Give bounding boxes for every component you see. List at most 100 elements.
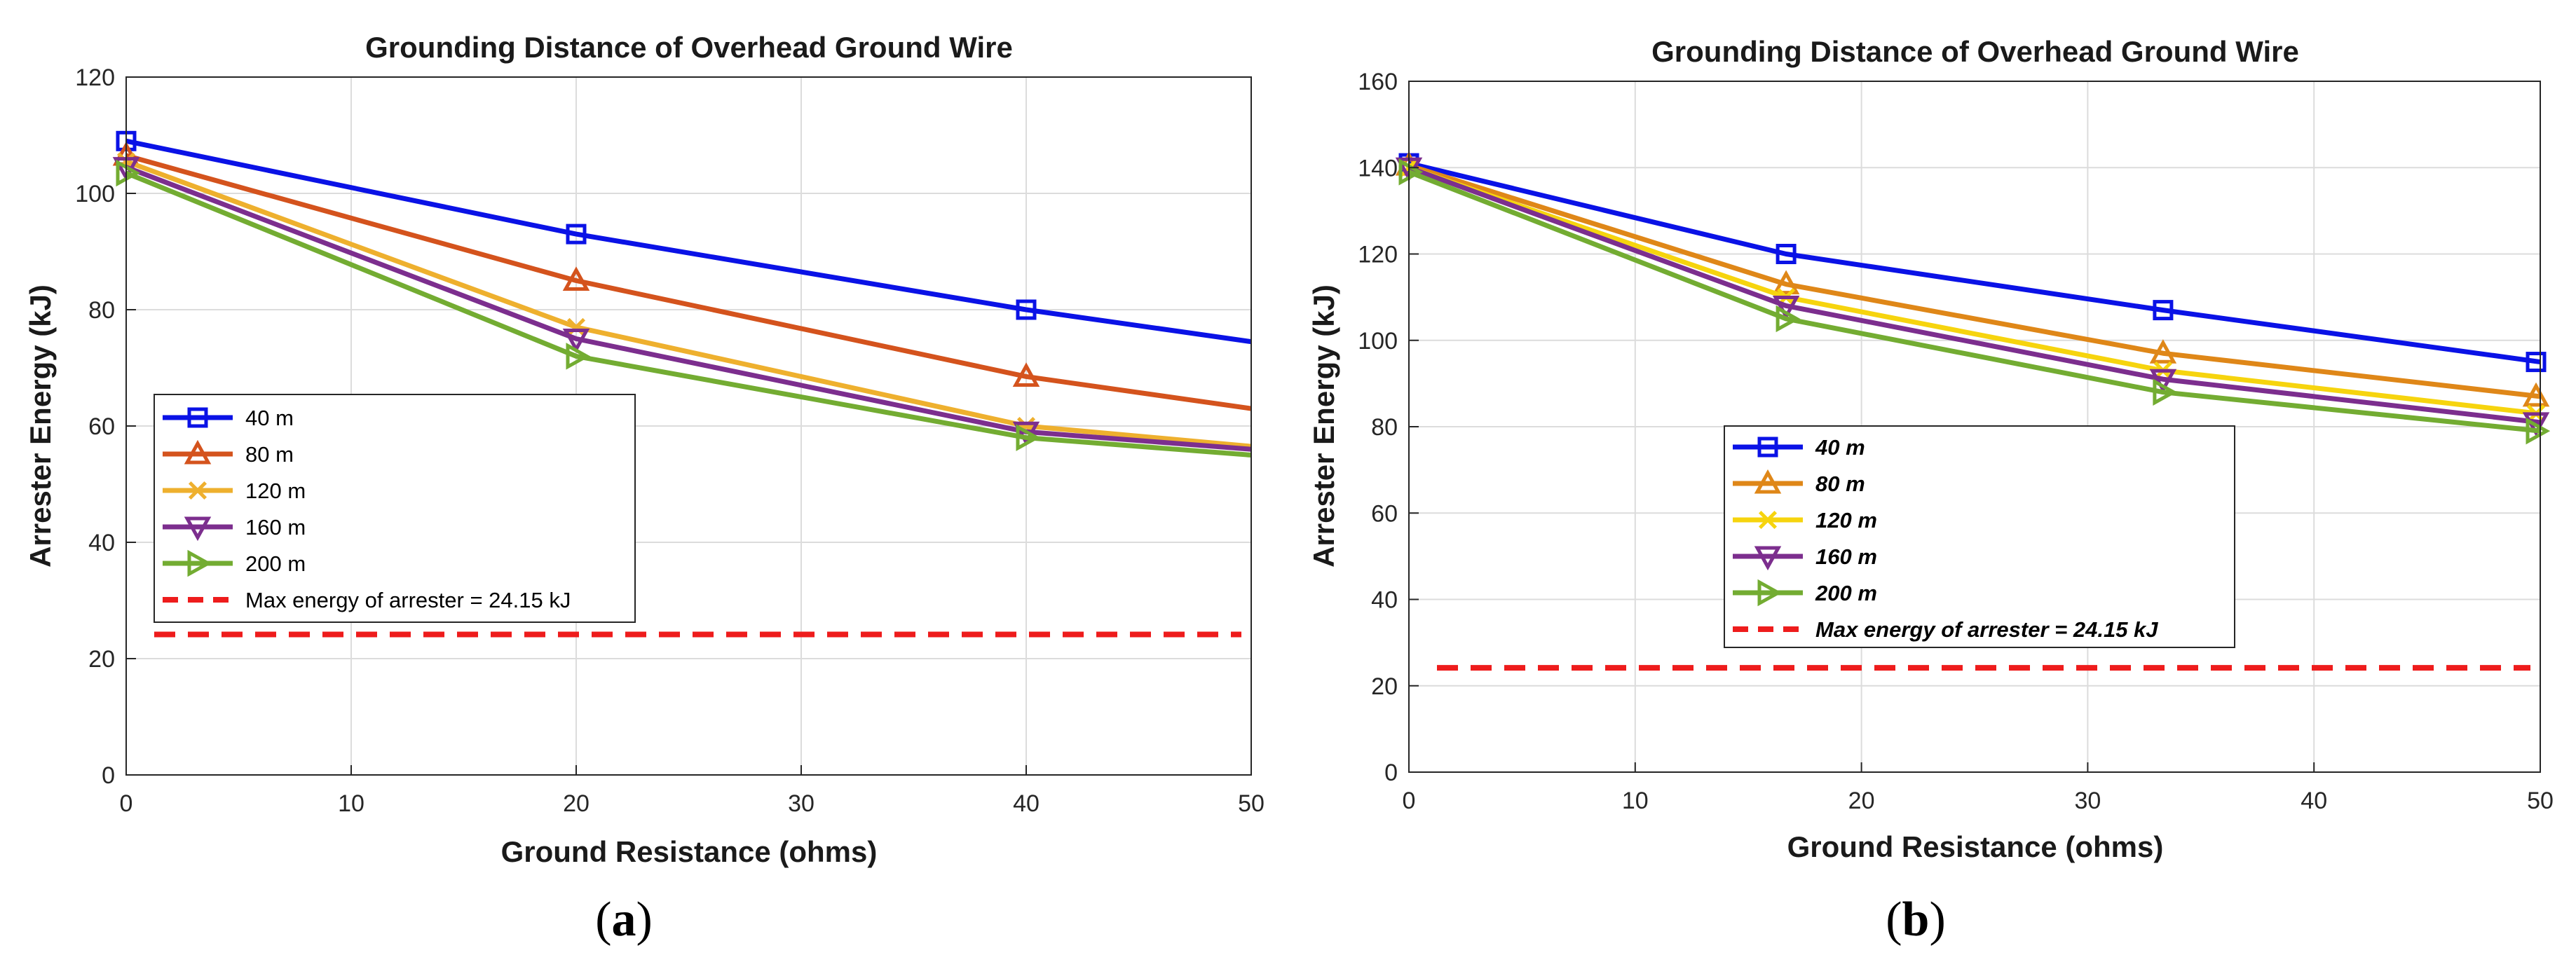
data-point-marker xyxy=(1398,158,1424,186)
y-axis-label: Arrester Energy (kJ) xyxy=(24,284,57,568)
legend-entry: 160 m xyxy=(1733,544,1877,571)
legend-entry: 40 m xyxy=(1733,435,1865,460)
series-line xyxy=(125,153,1252,411)
legend-label: 120 m xyxy=(1815,508,1877,533)
data-point-marker xyxy=(1776,305,1801,333)
data-point-marker xyxy=(1012,362,1040,387)
chart-panel-a: Grounding Distance of Overhead Ground Wi… xyxy=(24,31,1265,947)
legend-box xyxy=(154,394,636,623)
x-tick-label: 40 xyxy=(2301,788,2327,814)
x-tick-label: 50 xyxy=(1238,790,1265,817)
legend-label: 200 m xyxy=(245,551,306,576)
y-tick-label: 80 xyxy=(1371,414,1398,441)
x-tick-label: 20 xyxy=(563,790,590,817)
x-tick-label: 0 xyxy=(120,790,133,817)
caption-label: (a) xyxy=(595,893,653,947)
series-line xyxy=(1408,163,2541,399)
y-tick-label: 100 xyxy=(75,181,115,207)
y-tick-label: 120 xyxy=(1358,242,1398,268)
y-tick-label: 120 xyxy=(75,64,115,91)
x-axis-label: Ground Resistance (ohms) xyxy=(501,835,878,868)
series-200-m xyxy=(1398,158,2551,445)
legend-label: 80 m xyxy=(245,442,294,467)
legend-marker xyxy=(184,439,212,465)
series-line xyxy=(125,170,1252,458)
data-point-marker xyxy=(116,159,141,187)
data-point-marker xyxy=(566,343,591,370)
legend-marker xyxy=(1754,546,1782,571)
x-axis-label: Ground Resistance (ohms) xyxy=(1787,830,2164,863)
series-line xyxy=(1408,165,2541,416)
legend-label: 200 m xyxy=(1815,581,1877,605)
legend: 40 m 80 m 120 m 160 m 200 m Max energy of arr… xyxy=(154,394,636,623)
legend-entry: Max energy of arrester = 24.15 kJ xyxy=(163,588,571,612)
data-point-marker xyxy=(1772,270,1800,295)
series-line xyxy=(125,165,1252,452)
series-line xyxy=(1408,160,2541,365)
data-point-marker xyxy=(1772,295,1800,320)
legend-entry: 120 m xyxy=(1733,508,1877,533)
legend-marker xyxy=(1754,469,1782,494)
y-tick-label: 60 xyxy=(1371,500,1398,527)
y-tick-label: 20 xyxy=(1371,673,1398,700)
legend-marker xyxy=(184,516,212,542)
data-point-marker xyxy=(2526,417,2551,445)
y-tick-label: 40 xyxy=(88,530,115,556)
legend-entry: 80 m xyxy=(163,439,294,467)
x-tick-label: 10 xyxy=(1622,788,1649,814)
x-tick-label: 30 xyxy=(788,790,815,817)
x-tick-label: 50 xyxy=(2527,788,2554,814)
legend-entry: 120 m xyxy=(163,479,306,503)
series-line xyxy=(1408,170,2541,434)
legend-label: 40 m xyxy=(245,406,294,430)
data-point-marker xyxy=(1016,299,1037,320)
chart-title: Grounding Distance of Overhead Ground Wi… xyxy=(1651,35,2299,68)
data-point-marker xyxy=(2153,300,2174,321)
series-40-m xyxy=(1398,153,2547,373)
data-point-marker xyxy=(2522,382,2550,407)
legend-label: 120 m xyxy=(245,479,306,503)
legend-box xyxy=(1724,425,2235,648)
legend-entry: Max energy of arrester = 24.15 kJ xyxy=(1733,617,2158,642)
x-tick-label: 10 xyxy=(338,790,364,817)
y-tick-label: 140 xyxy=(1358,155,1398,181)
data-point-marker xyxy=(562,329,590,353)
legend-entry: 40 m xyxy=(163,406,294,430)
y-tick-label: 80 xyxy=(88,297,115,324)
legend-label: 160 m xyxy=(245,515,306,540)
y-tick-label: 160 xyxy=(1358,69,1398,95)
legend-label: 40 m xyxy=(1815,435,1865,460)
data-point-marker xyxy=(2526,352,2547,373)
y-tick-label: 0 xyxy=(102,762,115,789)
series-80-m xyxy=(112,141,1252,411)
y-axis-label: Arrester Energy (kJ) xyxy=(1307,284,1340,568)
data-point-marker xyxy=(2153,378,2178,406)
data-point-marker xyxy=(2149,339,2177,364)
legend-entry: 80 m xyxy=(1733,469,1865,496)
legend-label: Max energy of arrester = 24.15 kJ xyxy=(1815,617,2158,642)
data-point-marker xyxy=(566,224,587,245)
y-tick-label: 0 xyxy=(1384,760,1398,786)
data-point-marker xyxy=(562,266,590,291)
data-point-marker xyxy=(1776,244,1797,264)
legend: 40 m 80 m 120 m 160 m 200 m Max energy of arr… xyxy=(1724,425,2235,648)
y-tick-label: 40 xyxy=(1371,587,1398,614)
x-tick-label: 40 xyxy=(1013,790,1040,817)
series-120-m xyxy=(1399,158,2546,423)
legend-label: 80 m xyxy=(1815,472,1865,496)
chart-title: Grounding Distance of Overhead Ground Wi… xyxy=(365,31,1013,64)
x-tick-label: 20 xyxy=(1848,788,1875,814)
legend-marker xyxy=(187,549,212,577)
y-tick-label: 100 xyxy=(1358,328,1398,355)
series-line xyxy=(125,138,1252,345)
legend-entry: 160 m xyxy=(163,515,306,542)
legend-entry: 200 m xyxy=(1733,579,1877,607)
data-point-marker xyxy=(566,317,586,336)
chart-panel-b: Grounding Distance of Overhead Ground Wi… xyxy=(1307,35,2554,947)
data-point-marker xyxy=(2149,369,2177,394)
data-point-marker xyxy=(1016,424,1041,451)
series-line xyxy=(125,159,1252,449)
x-tick-label: 30 xyxy=(2074,788,2101,814)
legend-marker xyxy=(1758,510,1778,530)
